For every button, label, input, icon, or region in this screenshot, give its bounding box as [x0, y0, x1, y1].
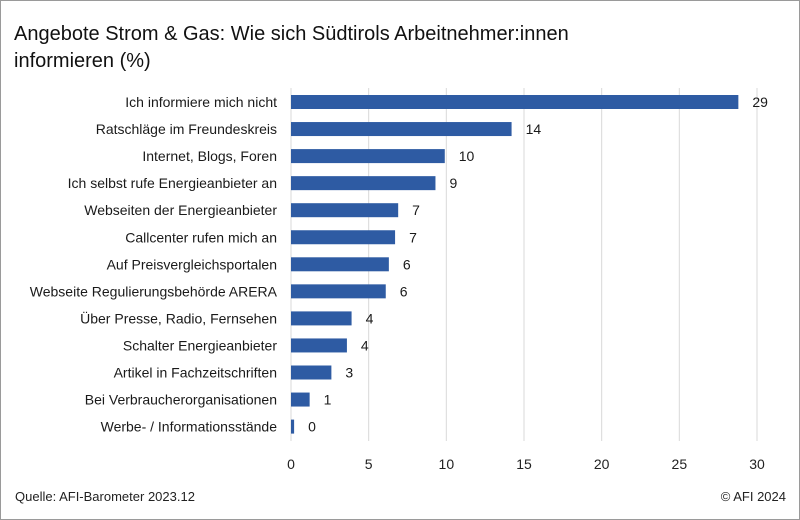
category-label: Ich informiere mich nicht — [125, 94, 277, 110]
x-tick-label: 30 — [749, 456, 765, 472]
category-label: Internet, Blogs, Foren — [142, 148, 277, 164]
chart-title: Angebote Strom & Gas: Wie sich Südtirols… — [14, 23, 569, 72]
category-label: Webseiten der Energieanbieter — [84, 202, 277, 218]
value-label: 9 — [449, 175, 457, 191]
value-label: 6 — [400, 283, 408, 299]
x-tick-label: 0 — [287, 456, 295, 472]
value-label: 6 — [403, 256, 411, 272]
copyright-note: © AFI 2024 — [720, 489, 786, 504]
x-tick-label: 25 — [672, 456, 688, 472]
bar — [291, 257, 389, 272]
bar — [291, 203, 399, 218]
category-label: Schalter Energieanbieter — [123, 337, 277, 353]
value-label: 3 — [345, 365, 353, 381]
category-labels: Ich informiere mich nicht Ratschläge im F… — [30, 94, 278, 435]
value-label: 14 — [526, 121, 542, 137]
x-tick-label: 5 — [365, 456, 373, 472]
bar — [291, 392, 310, 407]
bar-chart: Ich informiere mich nicht Ratschläge im F… — [30, 88, 768, 472]
value-label: 10 — [459, 148, 475, 164]
value-label: 7 — [412, 202, 420, 218]
category-label: Callcenter rufen mich an — [125, 229, 277, 245]
bar — [291, 311, 352, 326]
category-label: Werbe- / Informationsstände — [101, 419, 278, 435]
category-label: Auf Preisvergleichsportalen — [107, 256, 277, 272]
bar — [291, 230, 396, 245]
value-label: 4 — [361, 337, 369, 353]
value-label: 29 — [752, 94, 768, 110]
category-label: Ich selbst rufe Energieanbieter an — [68, 175, 277, 191]
bar — [291, 95, 739, 109]
source-note: Quelle: AFI-Barometer 2023.12 — [15, 489, 195, 504]
category-label: Bei Verbraucherorganisationen — [85, 392, 277, 408]
value-label: 0 — [308, 419, 316, 435]
bar — [291, 365, 332, 380]
x-axis-ticks: 0 5 10 15 20 25 30 — [287, 456, 765, 472]
value-label: 7 — [409, 229, 417, 245]
category-label: Webseite Regulierungsbehörde ARERA — [30, 283, 278, 299]
value-label: 1 — [324, 392, 332, 408]
x-tick-label: 15 — [516, 456, 532, 472]
bar — [291, 122, 512, 137]
category-label: Artikel in Fachzeitschriften — [114, 365, 277, 381]
value-label: 4 — [366, 310, 374, 326]
bars — [291, 95, 739, 434]
x-tick-label: 20 — [594, 456, 610, 472]
x-tick-label: 10 — [439, 456, 455, 472]
bar — [291, 176, 436, 191]
bar — [291, 149, 445, 164]
category-label: Über Presse, Radio, Fernsehen — [80, 309, 277, 326]
gridlines — [290, 88, 758, 441]
bar — [291, 284, 386, 299]
category-label: Ratschläge im Freundeskreis — [96, 121, 277, 137]
bar — [291, 338, 347, 353]
bar — [291, 419, 295, 434]
